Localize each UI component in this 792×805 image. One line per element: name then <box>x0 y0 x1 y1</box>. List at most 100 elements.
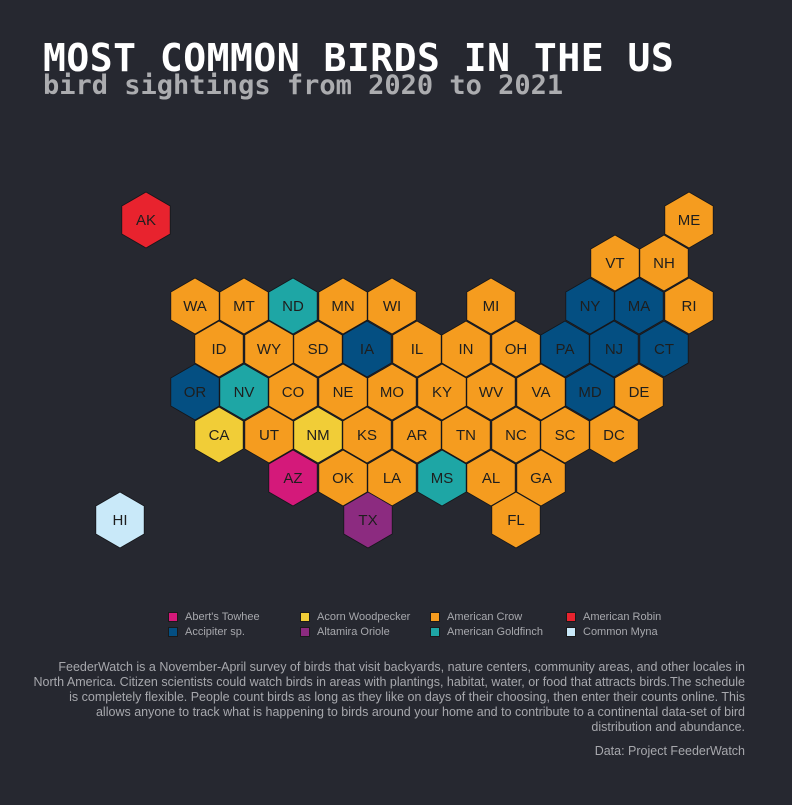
state-hex-shape <box>589 320 639 378</box>
state-hex-tn: TN <box>441 406 491 464</box>
state-hex-shape <box>614 277 664 335</box>
state-label: VT <box>605 255 624 272</box>
legend-label: Acorn Woodpecker <box>317 611 411 623</box>
state-hex-sd: SD <box>293 320 343 378</box>
legend-swatch <box>566 612 576 622</box>
state-hex-nh: NH <box>639 234 689 292</box>
state-label: OR <box>184 384 207 401</box>
state-hex-shape <box>194 406 244 464</box>
state-label: IA <box>360 341 374 358</box>
state-hex-shape <box>491 491 541 549</box>
state-label: HI <box>113 512 128 529</box>
state-hex-ia: IA <box>342 320 392 378</box>
state-hex-sc: SC <box>540 406 590 464</box>
source-note: Data: Project FeederWatch <box>594 744 745 758</box>
legend-swatch <box>168 612 178 622</box>
map-subtitle: bird sightings from 2020 to 2021 <box>43 70 564 101</box>
state-label: UT <box>259 427 279 444</box>
state-hex-shape <box>516 363 566 421</box>
state-hex-ct: CT <box>639 320 689 378</box>
state-hex-wa: WA <box>170 277 220 335</box>
state-hex-shape <box>639 234 689 292</box>
state-label: CA <box>209 427 230 444</box>
state-label: MD <box>578 384 601 401</box>
state-label: DE <box>629 384 650 401</box>
state-hex-ak: AK <box>121 191 171 249</box>
state-hex-shape <box>268 277 318 335</box>
legend-swatch <box>300 627 310 637</box>
state-label: MA <box>628 298 651 315</box>
state-hex-nd: ND <box>268 277 318 335</box>
state-hex-shape <box>664 191 714 249</box>
state-label: IL <box>411 341 424 358</box>
state-hex-mi: MI <box>466 277 516 335</box>
legend-item: American Crow <box>430 611 566 623</box>
state-hex-ny: NY <box>565 277 615 335</box>
state-label: DC <box>603 427 625 444</box>
state-label: GA <box>530 470 552 487</box>
state-hex-shape <box>318 363 368 421</box>
legend-item: Altamira Oriole <box>300 626 430 638</box>
state-hex-shape <box>95 491 145 549</box>
state-hex-shape <box>318 277 368 335</box>
state-hex-in: IN <box>441 320 491 378</box>
state-label: FL <box>507 512 525 529</box>
state-hex-nj: NJ <box>589 320 639 378</box>
state-label: OH <box>505 341 528 358</box>
state-hex-shape <box>417 449 467 507</box>
state-hex-ky: KY <box>417 363 467 421</box>
state-hex-il: IL <box>392 320 442 378</box>
state-hex-ks: KS <box>342 406 392 464</box>
legend-swatch <box>430 612 440 622</box>
state-label: NE <box>333 384 354 401</box>
legend-label: Altamira Oriole <box>317 626 390 638</box>
state-label: PA <box>556 341 575 358</box>
state-hex-shape <box>540 406 590 464</box>
state-hex-nc: NC <box>491 406 541 464</box>
state-hex-ri: RI <box>664 277 714 335</box>
state-hex-shape <box>293 320 343 378</box>
state-hex-shape <box>219 363 269 421</box>
state-label: NV <box>234 384 255 401</box>
state-hex-mn: MN <box>318 277 368 335</box>
state-hex-shape <box>268 449 318 507</box>
state-hex-nv: NV <box>219 363 269 421</box>
state-label: ID <box>212 341 227 358</box>
state-label: NJ <box>605 341 623 358</box>
map-title: MOST COMMON BIRDS IN THE US <box>43 36 675 80</box>
state-hex-va: VA <box>516 363 566 421</box>
state-label: MI <box>483 298 500 315</box>
state-hex-shape <box>392 320 442 378</box>
state-hex-shape <box>367 363 417 421</box>
state-label: RI <box>682 298 697 315</box>
state-label: WI <box>383 298 401 315</box>
state-hex-shape <box>589 406 639 464</box>
state-label: ME <box>678 212 701 229</box>
state-label: MO <box>380 384 404 401</box>
state-hex-shape <box>491 406 541 464</box>
state-hex-shape <box>639 320 689 378</box>
state-hex-shape <box>417 363 467 421</box>
state-hex-shape <box>664 277 714 335</box>
state-hex-mo: MO <box>367 363 417 421</box>
state-hex-vt: VT <box>590 234 640 292</box>
state-label: ND <box>282 298 304 315</box>
state-hex-shape <box>121 191 171 249</box>
state-hex-shape <box>342 320 392 378</box>
state-hex-ms: MS <box>417 449 467 507</box>
legend-label: American Crow <box>447 611 523 623</box>
state-label: AZ <box>283 470 302 487</box>
state-hex-shape <box>318 449 368 507</box>
legend: Abert's Towhee Acorn Woodpecker American C… <box>168 611 686 638</box>
state-hex-me: ME <box>664 191 714 249</box>
description-text: FeederWatch is a November-April survey o… <box>33 660 745 734</box>
legend-label: Abert's Towhee <box>185 611 260 623</box>
state-label: AL <box>482 470 500 487</box>
legend-label: American Goldfinch <box>447 626 543 638</box>
state-hex-al: AL <box>466 449 516 507</box>
state-hex-shape <box>590 234 640 292</box>
legend-swatch <box>168 627 178 637</box>
state-label: LA <box>383 470 401 487</box>
state-label: SC <box>555 427 576 444</box>
